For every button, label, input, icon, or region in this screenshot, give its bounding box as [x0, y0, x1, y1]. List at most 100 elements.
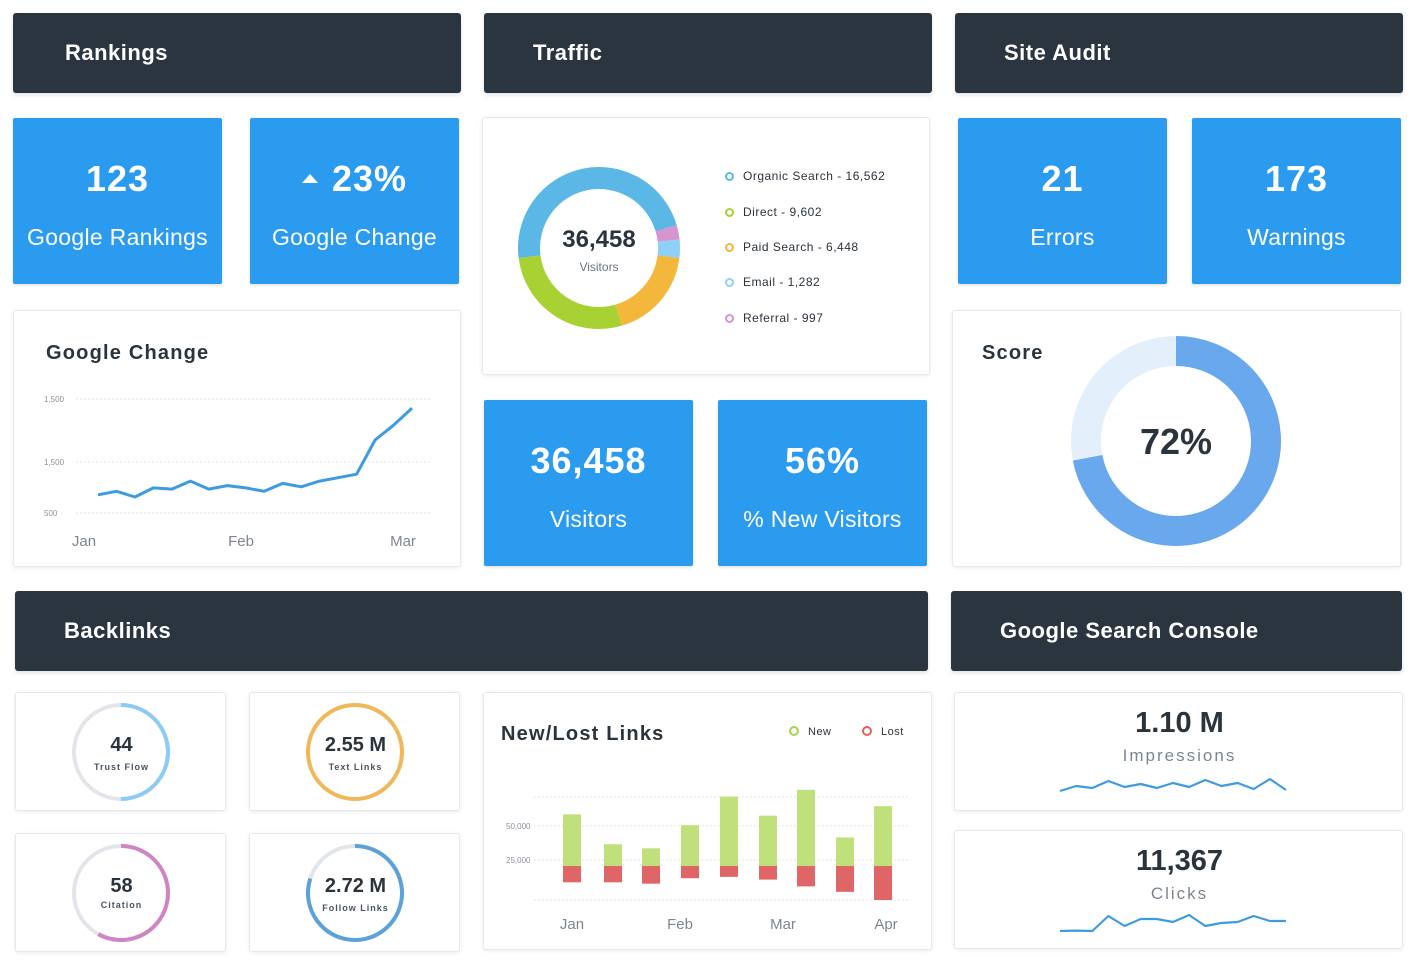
warnings-tile: 173 Warnings: [1192, 118, 1401, 284]
clicks-value: 11,367: [1135, 845, 1224, 877]
gsc-header: Google Search Console: [951, 591, 1402, 671]
text-links-value: 2.55 M: [324, 734, 387, 756]
score-arc: [1072, 336, 1281, 546]
new-visitors-label: % New Visitors: [743, 506, 902, 532]
google-change-card: Google Change 500 1,500 1,500 Jan Feb Mar: [13, 310, 461, 567]
google-rankings-value: 123: [85, 158, 150, 199]
rankings-header: Rankings: [13, 13, 461, 93]
google-change-value-row: 23%: [250, 158, 459, 200]
bar-new: [797, 789, 815, 866]
x-tick-label: Jan: [72, 533, 96, 550]
x-tick-label: Apr: [874, 916, 897, 933]
new-lost-bar-chart: 50,000 25,000 Jan Feb Mar Apr: [506, 789, 908, 933]
bar-lost: [874, 866, 892, 900]
google-change-line-chart: 500 1,500 1,500 Jan Feb Mar: [44, 395, 432, 550]
bar-lost: [681, 866, 699, 879]
clicks-label: Clicks: [1150, 884, 1209, 903]
y-tick-label: 1,500: [44, 458, 65, 467]
legend-dot-icon: [789, 726, 799, 736]
bar-new: [681, 825, 699, 866]
site-audit-header-title: Site Audit: [1004, 40, 1111, 65]
donut-slice: [518, 167, 677, 259]
bar-lost: [836, 866, 854, 892]
follow-links-value: 2.72 M: [324, 875, 387, 897]
warnings-value: 173: [1264, 158, 1329, 199]
score-card: Score 72%: [952, 310, 1401, 567]
impressions-value: 1.10 M: [1135, 707, 1224, 739]
backlinks-header: Backlinks: [15, 591, 928, 671]
citation-card: 58 Citation: [15, 833, 226, 952]
triangle-up-icon: [301, 174, 318, 183]
x-tick-label: Feb: [667, 916, 693, 933]
google-change-tile: 23% Google Change: [250, 118, 459, 284]
new-lost-links-title: New/Lost Links: [501, 723, 665, 745]
rankings-header-title: Rankings: [65, 40, 169, 65]
legend-referral: Referral - 997: [725, 311, 823, 325]
sparkline-series: [1059, 777, 1287, 793]
text-links-label: Text Links: [328, 762, 383, 772]
new-visitors-tile: 56% % New Visitors: [718, 400, 927, 566]
y-tick-label: 500: [44, 509, 58, 518]
traffic-donut-chart: [518, 167, 680, 329]
bar-new: [836, 837, 854, 866]
traffic-header: Traffic: [484, 13, 932, 93]
citation-value: 58: [110, 875, 133, 897]
traffic-sources-card: 36,458 Visitors Organic Search - 16,562 …: [482, 117, 930, 375]
trust-flow-value: 44: [110, 734, 133, 756]
legend-dot-icon: [725, 208, 734, 217]
bar-lost: [563, 866, 581, 883]
follow-links-label: Follow Links: [322, 903, 389, 913]
google-change-label: Google Change: [271, 224, 438, 250]
sparkline-series: [1059, 913, 1286, 933]
x-tick-label: Feb: [228, 533, 254, 550]
bar-lost: [759, 866, 777, 880]
bar-new: [874, 806, 892, 866]
donut-slice: [657, 239, 680, 259]
impressions-sparkline: [1059, 777, 1287, 793]
bar-new: [604, 844, 622, 866]
gauge-arc: [120, 703, 170, 801]
legend-dot-icon: [862, 726, 872, 736]
legend-dot-icon: [725, 172, 734, 181]
gauge-arc: [306, 703, 404, 801]
gauge-arc: [306, 844, 404, 942]
impressions-card: 1.10 M Impressions: [954, 692, 1403, 811]
gauge-arc: [97, 844, 170, 942]
bar-new: [720, 796, 738, 866]
bar-new: [563, 814, 581, 866]
y-tick-label: 25,000: [506, 856, 531, 865]
citation-gauge: [72, 844, 170, 942]
legend-direct: Direct - 9,602: [725, 205, 822, 219]
legend-paid-search: Paid Search - 6,448: [725, 240, 859, 254]
legend-lost: Lost: [862, 726, 904, 738]
x-tick-label: Jan: [560, 916, 584, 933]
backlinks-header-title: Backlinks: [64, 618, 172, 643]
donut-total-label: Visitors: [579, 260, 619, 274]
x-tick-label: Mar: [770, 916, 796, 933]
citation-label: Citation: [100, 900, 143, 910]
site-audit-header: Site Audit: [955, 13, 1403, 93]
line-series: [97, 406, 414, 499]
new-lost-links-card: New/Lost Links New Lost 50,000 25,000 Jan F…: [483, 692, 932, 950]
google-rankings-tile: 123 Google Rankings: [13, 118, 222, 284]
score-donut-chart: [1071, 336, 1281, 546]
errors-tile: 21 Errors: [958, 118, 1167, 284]
bar-new: [642, 848, 660, 866]
bar-lost: [642, 866, 660, 884]
legend-dot-icon: [725, 278, 734, 287]
clicks-card: 11,367 Clicks: [954, 830, 1403, 949]
bar-lost: [720, 866, 738, 877]
score-value: 72%: [1139, 421, 1213, 462]
visitors-tile: 36,458 Visitors: [484, 400, 693, 566]
donut-slice: [518, 254, 622, 329]
follow-links-gauge: [306, 844, 404, 942]
errors-label: Errors: [1030, 224, 1095, 250]
donut-slice: [615, 254, 680, 326]
trust-flow-gauge: [72, 703, 170, 801]
warnings-label: Warnings: [1247, 224, 1346, 250]
trust-flow-label: Trust Flow: [94, 762, 149, 772]
x-tick-label: Mar: [390, 533, 416, 550]
gsc-header-title: Google Search Console: [1000, 618, 1259, 643]
bar-lost: [604, 866, 622, 883]
clicks-sparkline: [1059, 913, 1286, 933]
